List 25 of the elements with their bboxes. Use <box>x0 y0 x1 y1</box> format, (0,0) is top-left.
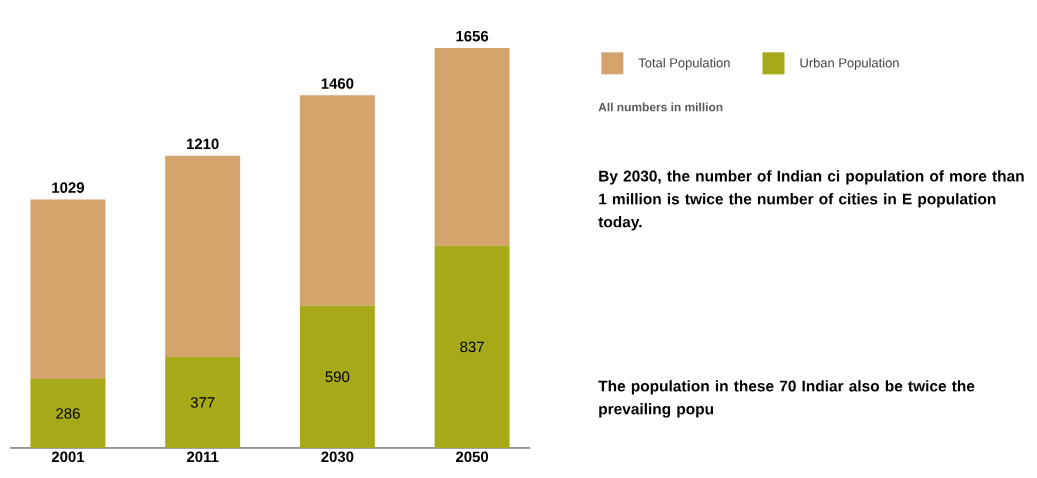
data-label: 590 <box>325 371 350 383</box>
bar <box>434 47 510 246</box>
data-label: 377 <box>190 397 215 408</box>
bar <box>165 155 241 357</box>
total-label: 1029 <box>52 182 84 193</box>
text: All numbers in million <box>598 102 723 112</box>
bar <box>434 245 510 448</box>
legend-label: Total Population <box>638 57 730 70</box>
x-tick-label: 2030 <box>321 451 354 463</box>
total-label: 1460 <box>321 78 354 89</box>
x-tick-label: 2001 <box>51 451 85 463</box>
bar <box>30 378 106 448</box>
text: By 2030, the number of Indian ci population of more than 1 million is twice the number of cities in E population today. <box>598 170 1024 231</box>
bar <box>30 199 106 379</box>
legend-label: Urban Population <box>800 57 899 70</box>
total-label: 1210 <box>186 138 219 150</box>
x-tick-label: 2011 <box>186 451 219 463</box>
bar <box>299 95 375 306</box>
total-label: 1656 <box>456 30 489 42</box>
bar <box>299 305 375 448</box>
x-tick-label: 2050 <box>455 451 489 463</box>
data-label: 837 <box>460 341 484 353</box>
text: The population in these 70 Indiar also be twice the prevailing popu <box>598 380 975 418</box>
data-label: 286 <box>56 408 80 419</box>
bar <box>165 356 241 448</box>
